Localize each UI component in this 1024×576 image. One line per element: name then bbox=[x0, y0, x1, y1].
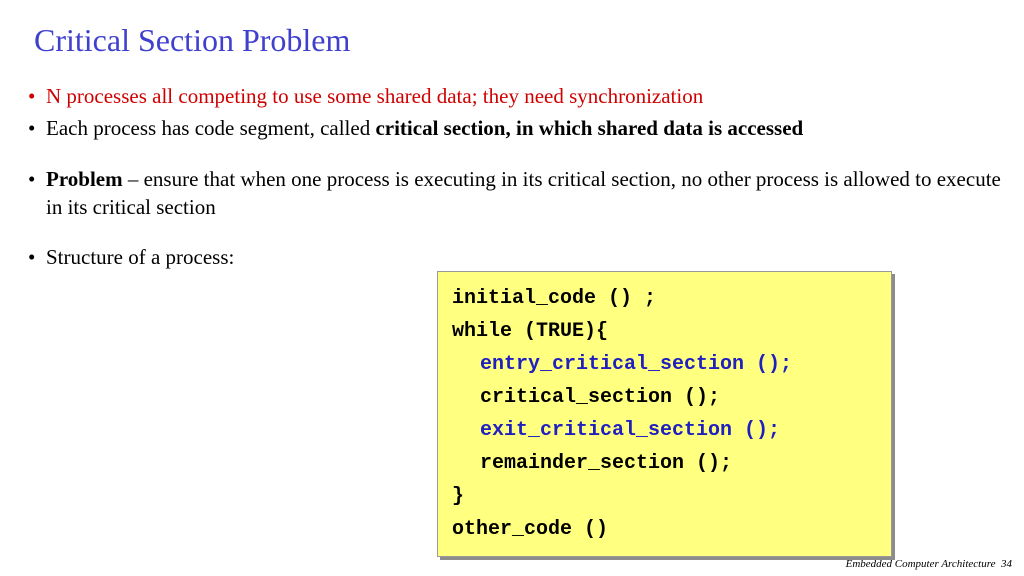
bullet-text-part: – ensure that when one process is execut… bbox=[46, 167, 1001, 219]
bullet-text: N processes all competing to use some sh… bbox=[46, 82, 1004, 110]
bullet-text: Problem – ensure that when one process i… bbox=[46, 165, 1004, 222]
bullet-marker: • bbox=[28, 114, 46, 142]
bullet-marker: • bbox=[28, 82, 46, 110]
code-line: entry_critical_section (); bbox=[452, 348, 877, 381]
code-line: exit_critical_section (); bbox=[452, 414, 877, 447]
code-block: initial_code () ; while (TRUE){ entry_cr… bbox=[437, 271, 892, 557]
code-line: } bbox=[452, 480, 877, 513]
code-line: critical_section (); bbox=[452, 381, 877, 414]
bullet-item: • Problem – ensure that when one process… bbox=[28, 165, 1004, 222]
bullet-text-bold: critical section, in which shared data i… bbox=[375, 116, 803, 140]
bullet-item: • Structure of a process: bbox=[28, 243, 1004, 271]
bullet-list: • N processes all competing to use some … bbox=[28, 82, 1004, 276]
bullet-text: Each process has code segment, called cr… bbox=[46, 114, 1004, 142]
bullet-marker: • bbox=[28, 243, 46, 271]
code-line: while (TRUE){ bbox=[452, 315, 877, 348]
slide-footer: Embedded Computer Architecture 34 bbox=[846, 558, 1012, 570]
code-line: other_code () bbox=[452, 513, 877, 546]
bullet-item: • N processes all competing to use some … bbox=[28, 82, 1004, 110]
slide-title: Critical Section Problem bbox=[34, 22, 350, 59]
page-number: 34 bbox=[1001, 558, 1012, 570]
bullet-text-part: Each process has code segment, called bbox=[46, 116, 375, 140]
footer-text: Embedded Computer Architecture bbox=[846, 558, 996, 570]
code-line: remainder_section (); bbox=[452, 447, 877, 480]
bullet-item: • Each process has code segment, called … bbox=[28, 114, 1004, 142]
code-line: initial_code () ; bbox=[452, 282, 877, 315]
bullet-text: Structure of a process: bbox=[46, 243, 1004, 271]
bullet-marker: • bbox=[28, 165, 46, 222]
bullet-text-bold: Problem bbox=[46, 167, 123, 191]
